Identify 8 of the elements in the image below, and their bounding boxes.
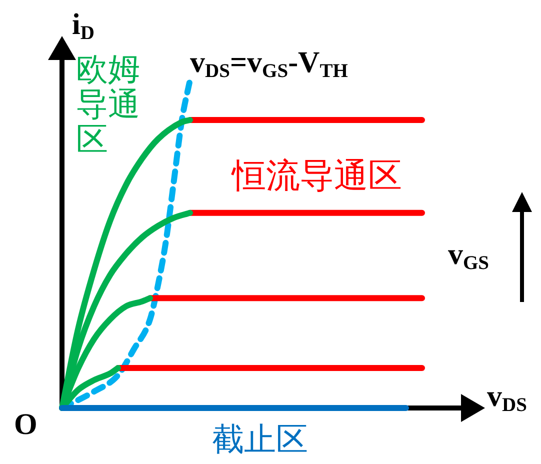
annotation: v$_{DS}$=v$_{GS}$-V$_{TH}$ bbox=[190, 46, 348, 82]
y-axis-title: i$_{D}$ bbox=[72, 8, 94, 44]
x-axis-title: v$_{DS}$ bbox=[487, 380, 527, 416]
text: O bbox=[14, 408, 38, 441]
annotation: 恒流导通区 bbox=[232, 156, 402, 196]
annotation: 欧姆导通区 bbox=[76, 50, 141, 158]
text: 截止区 bbox=[212, 420, 308, 458]
text: v$_{GS}$ bbox=[448, 238, 490, 274]
